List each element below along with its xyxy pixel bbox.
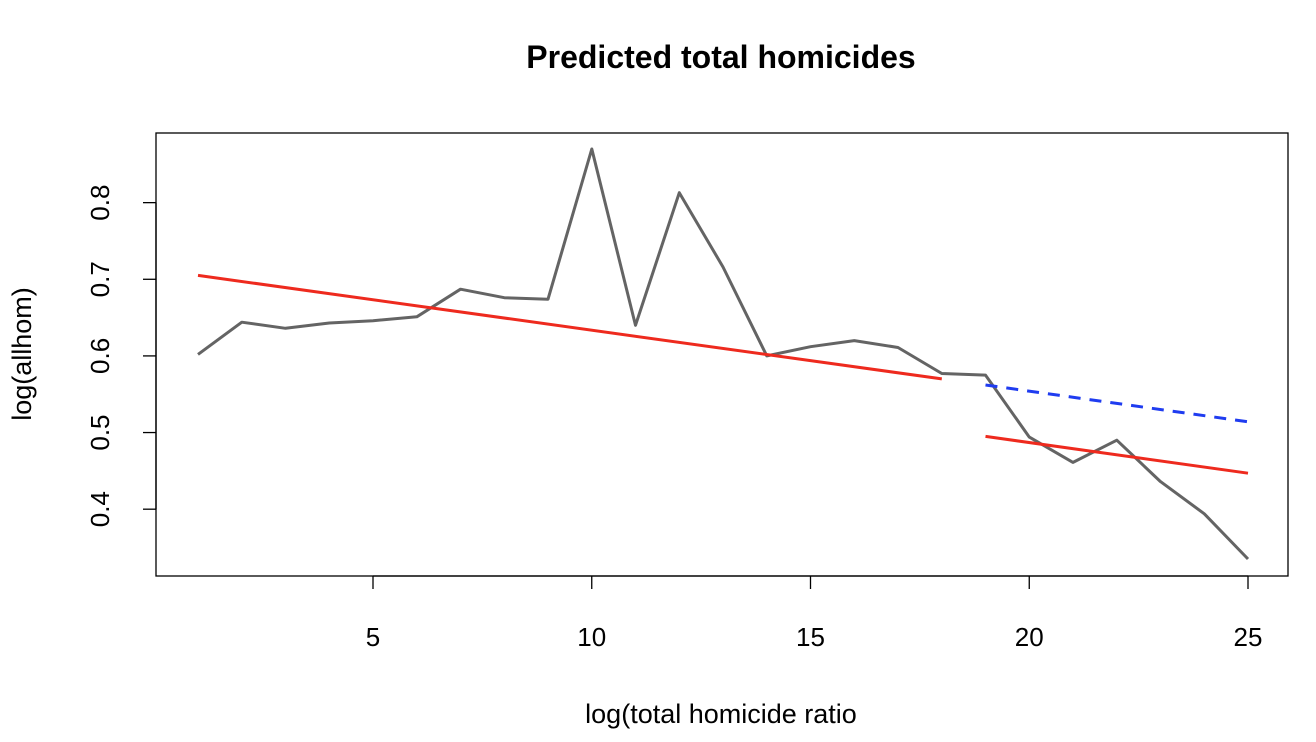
x-tick-label: 5 xyxy=(366,622,380,652)
y-axis-label: log(allhom) xyxy=(7,287,37,421)
plot-area-frame xyxy=(155,132,1289,577)
series-line-4 xyxy=(985,434,1249,475)
x-tick-label: 25 xyxy=(1234,622,1263,652)
x-tick-label: 15 xyxy=(796,622,825,652)
y-tick-label: 0.8 xyxy=(85,185,115,221)
series-line-2 xyxy=(197,273,943,381)
y-tick-label: 0.5 xyxy=(85,414,115,450)
y-tick-label: 0.4 xyxy=(85,491,115,527)
x-tick-label: 10 xyxy=(577,622,606,652)
series-line-3 xyxy=(985,383,1249,424)
x-axis: 5 10 15 20 25 xyxy=(366,575,1263,652)
x-tick-label: 20 xyxy=(1015,622,1044,652)
x-axis-label: log(total homicide ratio xyxy=(585,699,857,729)
y-tick-label: 0.6 xyxy=(85,338,115,374)
series-line-1 xyxy=(197,147,1250,561)
y-axis: 0.4 0.5 0.6 0.7 0.8 xyxy=(85,185,157,527)
series-layer xyxy=(197,147,1250,561)
chart-title: Predicted total homicides xyxy=(526,39,915,75)
y-tick-label: 0.7 xyxy=(85,261,115,297)
